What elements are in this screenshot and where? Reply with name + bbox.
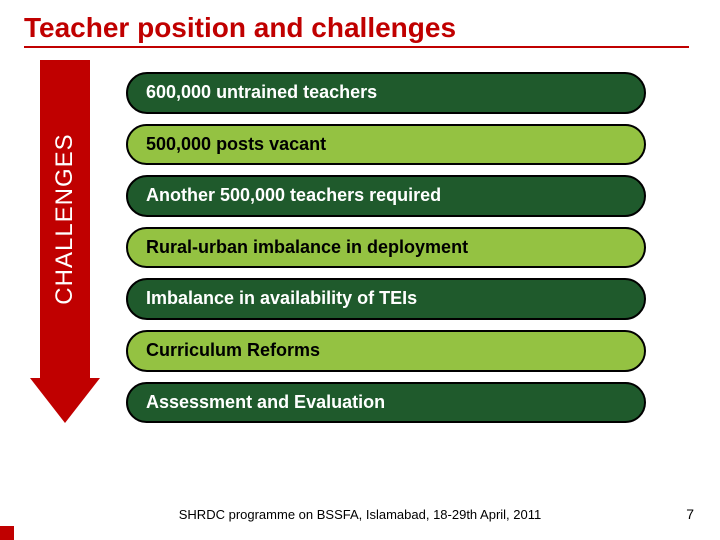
corner-accent (0, 526, 14, 540)
list-item: Imbalance in availability of TEIs (126, 278, 646, 320)
list-item: Assessment and Evaluation (126, 382, 646, 424)
footer-text: SHRDC programme on BSSFA, Islamabad, 18-… (0, 507, 720, 522)
challenges-arrow: CHALLENGES (30, 60, 100, 430)
list-item: 600,000 untrained teachers (126, 72, 646, 114)
challenge-list: 600,000 untrained teachers 500,000 posts… (126, 72, 646, 433)
arrow-label: CHALLENGES (51, 133, 79, 304)
list-item: Curriculum Reforms (126, 330, 646, 372)
page-number: 7 (686, 506, 694, 522)
slide-title: Teacher position and challenges (24, 12, 689, 48)
list-item: Rural-urban imbalance in deployment (126, 227, 646, 269)
list-item: Another 500,000 teachers required (126, 175, 646, 217)
list-item: 500,000 posts vacant (126, 124, 646, 166)
arrow-head-icon (30, 378, 100, 423)
